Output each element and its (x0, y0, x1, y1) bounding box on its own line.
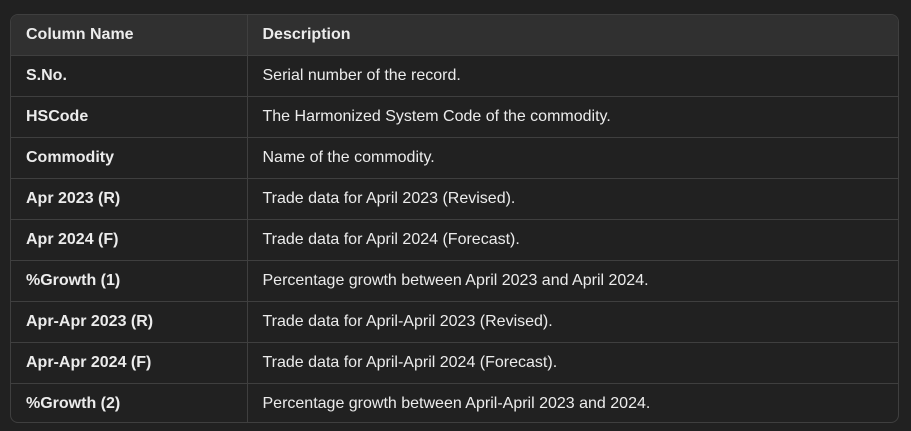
row-description: Trade data for April-April 2023 (Revised… (246, 301, 898, 343)
row-column-name: %Growth (1) (11, 260, 247, 302)
row-column-name: Apr 2023 (R) (11, 178, 247, 220)
column-description-table: Column Name Description S.No. Serial num… (10, 14, 899, 423)
row-description: Percentage growth between April-April 20… (246, 383, 898, 422)
table-row: Commodity Name of the commodity. (11, 137, 898, 179)
table-row: Apr-Apr 2024 (F) Trade data for April-Ap… (11, 342, 898, 384)
table-body: S.No. Serial number of the record. HSCod… (11, 55, 898, 422)
table-row: %Growth (1) Percentage growth between Ap… (11, 260, 898, 302)
row-description: Serial number of the record. (246, 55, 898, 97)
row-description: Trade data for April 2024 (Forecast). (246, 219, 898, 261)
table-header: Column Name Description (11, 15, 898, 56)
table-row: S.No. Serial number of the record. (11, 55, 898, 97)
header-column-name: Column Name (26, 26, 134, 43)
row-column-name: %Growth (2) (11, 383, 247, 422)
row-description: Trade data for April 2023 (Revised). (246, 178, 898, 220)
header-row: Column Name Description (11, 15, 898, 56)
row-column-name: S.No. (11, 55, 247, 97)
row-column-name: Commodity (11, 137, 247, 179)
row-column-name: HSCode (11, 96, 247, 138)
row-column-name: Apr-Apr 2023 (R) (11, 301, 247, 343)
row-column-name: Apr 2024 (F) (11, 219, 247, 261)
table-row: HSCode The Harmonized System Code of the… (11, 96, 898, 138)
table-row: %Growth (2) Percentage growth between Ap… (11, 383, 898, 422)
row-description: The Harmonized System Code of the commod… (246, 96, 898, 138)
data-table: Column Name Description S.No. Serial num… (11, 15, 898, 422)
row-description: Percentage growth between April 2023 and… (246, 260, 898, 302)
table-row: Apr-Apr 2023 (R) Trade data for April-Ap… (11, 301, 898, 343)
row-column-name: Apr-Apr 2024 (F) (11, 342, 247, 384)
header-description: Description (246, 15, 898, 56)
row-description: Name of the commodity. (246, 137, 898, 179)
row-description: Trade data for April-April 2024 (Forecas… (246, 342, 898, 384)
table-row: Apr 2024 (F) Trade data for April 2024 (… (11, 219, 898, 261)
table-row: Apr 2023 (R) Trade data for April 2023 (… (11, 178, 898, 220)
